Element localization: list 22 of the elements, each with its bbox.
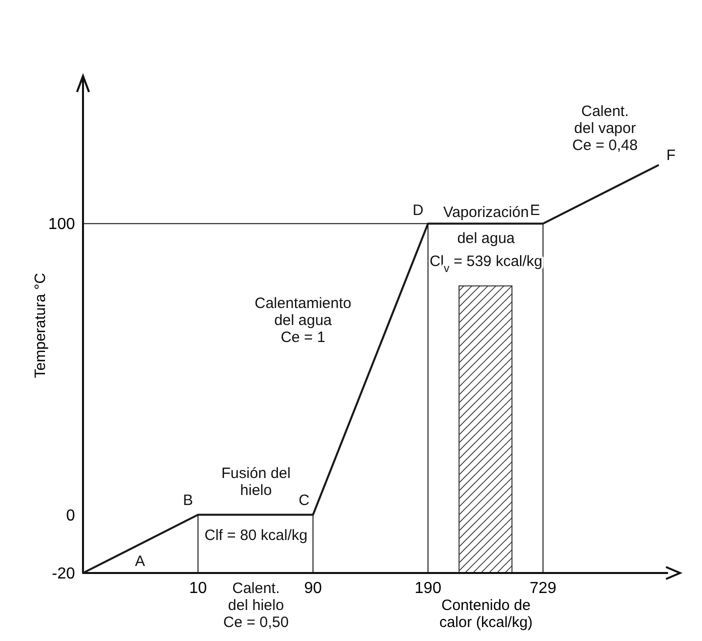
y-axis-title: Temperatura °C bbox=[32, 272, 49, 378]
annotation: Cl$_{v}$ = 539 kcal/kg bbox=[430, 253, 542, 275]
y-tick-label: 0 bbox=[66, 507, 76, 524]
annotation: Calent. del vapor Ce = 0,48 bbox=[572, 103, 638, 154]
annotation: F bbox=[666, 147, 676, 164]
y-tick-label: 100 bbox=[48, 216, 76, 234]
x-tick-label: 729 bbox=[530, 580, 556, 597]
annotation: C bbox=[298, 492, 310, 509]
text: Calent. del hielo Ce = 0,50 bbox=[223, 580, 289, 631]
x-tick-label: 190 bbox=[414, 580, 442, 597]
annotation: Clf = 80 kcal/kg bbox=[204, 527, 308, 544]
x-tick-label: 90 bbox=[304, 580, 322, 597]
annotation: D bbox=[412, 202, 424, 219]
x-axis-title: Contenido de calor (kcal/kg) bbox=[439, 597, 533, 631]
x-tick-label: 10 bbox=[189, 580, 207, 597]
annotation: Vaporización del agua bbox=[443, 204, 529, 247]
annotation: B bbox=[182, 492, 194, 509]
annotation: E bbox=[530, 202, 540, 219]
annotation: Calentamiento del agua Ce = 1 bbox=[254, 295, 352, 346]
y-tick-label: -20 bbox=[52, 566, 76, 583]
annotation: A bbox=[134, 553, 146, 570]
annotation: Fusión del hielo bbox=[221, 465, 291, 499]
